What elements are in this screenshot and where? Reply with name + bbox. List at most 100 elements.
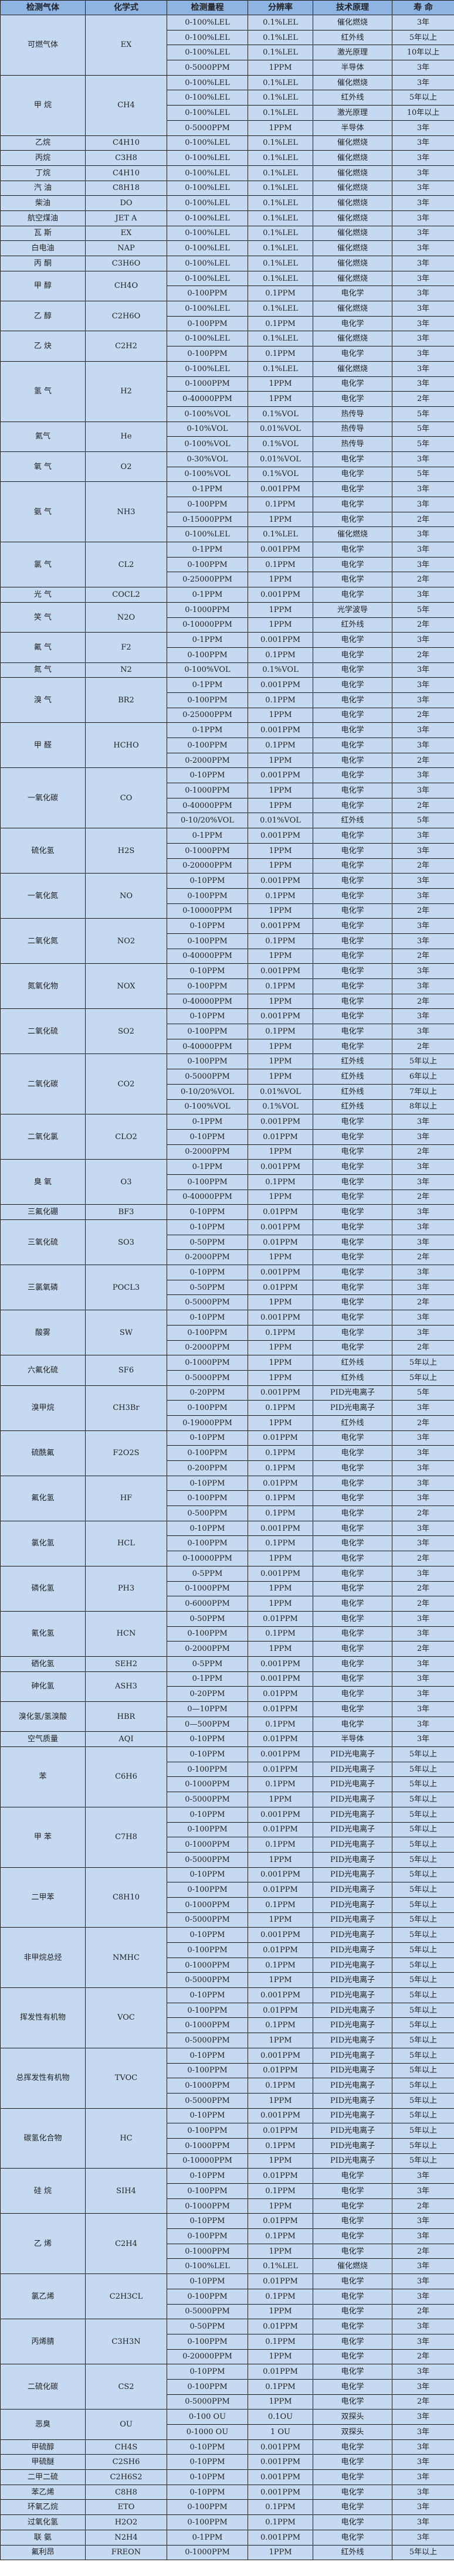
principle-cell: PID光电离子 xyxy=(313,2108,392,2124)
resolution-cell: 0.01PPM xyxy=(248,2168,313,2184)
lifespan-cell: 3年 xyxy=(392,662,454,678)
range-cell: 0-1000PPM xyxy=(167,2544,248,2561)
resolution-cell: 0.1PPM xyxy=(248,2288,313,2305)
principle-cell: 热传导 xyxy=(313,421,392,437)
resolution-cell: 1PPM xyxy=(248,2544,313,2561)
resolution-cell: 1PPM xyxy=(248,1069,313,1085)
range-cell: 0-1000PPM xyxy=(167,2017,248,2034)
range-cell: 0-5000PPM xyxy=(167,1972,248,1989)
formula-cell: CH4 xyxy=(85,74,167,136)
lifespan-cell: 3年 xyxy=(392,1610,454,1627)
range-cell: 0-100%LEL xyxy=(167,301,248,317)
formula-cell: CH4S xyxy=(85,2439,167,2455)
resolution-cell: 0.001PPM xyxy=(248,542,313,558)
resolution-cell: 0.1PPM xyxy=(248,978,313,994)
resolution-cell: 1PPM xyxy=(248,1189,313,1205)
header-row: 检测气体 化学式 检测量程 分辨率 技术原理 寿 命 xyxy=(0,0,454,15)
resolution-cell: 1PPM xyxy=(248,752,313,769)
lifespan-cell: 5年以上 xyxy=(392,2108,454,2124)
gas-name-cell: 氮 气 xyxy=(0,662,86,678)
principle-cell: 激光原理 xyxy=(313,45,392,61)
resolution-cell: 1PPM xyxy=(248,2033,313,2048)
resolution-cell: 0.01%VOL xyxy=(248,451,313,467)
principle-cell: 红外线 xyxy=(313,1415,392,1431)
range-cell: 0-100%LEL xyxy=(167,361,248,377)
gas-name-cell: 磷化氢 xyxy=(0,1565,86,1612)
lifespan-cell: 5年以上 xyxy=(392,1355,454,1371)
table-row: 二甲二硫 C2H6S2 0-10PPM 0.001PPM 电化学 3年 xyxy=(0,2469,454,2485)
range-cell: 0-5000PPM xyxy=(167,1069,248,1085)
principle-cell: 红外线 xyxy=(313,2544,392,2561)
resolution-cell: 0.1PPM xyxy=(248,1716,313,1732)
range-cell: 0-5PPM xyxy=(167,1565,248,1582)
principle-cell: 电化学 xyxy=(313,1445,392,1461)
lifespan-cell: 3年 xyxy=(392,2454,454,2470)
formula-cell: HF xyxy=(85,1475,167,1521)
gas-name-cell: 甲 苯 xyxy=(0,1806,86,1868)
table-row: 氯 气 CL2 0-1PPM 0.001PPM 电化学 3年 xyxy=(0,542,454,588)
table-row: 砷化氢 ASH3 0-1PPM 0.001PPM 电化学 3年 xyxy=(0,1671,454,1702)
range-cell: 0-100%LEL xyxy=(167,180,248,196)
formula-cell: He xyxy=(85,421,167,452)
table-row: 0-1000PPM 0.1PPM PID光电离子 5年以上 xyxy=(1,2017,454,2034)
gas-name-cell: 瓦 斯 xyxy=(0,225,86,242)
lifespan-cell: 5年以上 xyxy=(392,1882,454,1898)
table-row: 0-1000PPM 1PPM 电化学 3年 xyxy=(1,376,454,392)
table-row: 0-100%LEL 0.1%LEL 红外线 5年以上 xyxy=(1,29,454,46)
lifespan-cell: 2年 xyxy=(392,993,454,1010)
principle-cell: 红外线 xyxy=(313,1083,392,1100)
range-cell: 0-100%LEL xyxy=(167,240,248,256)
resolution-cell: 0.1%LEL xyxy=(248,29,313,46)
resolution-cell: 0.1%VOL xyxy=(248,436,313,452)
lifespan-cell: 3年 xyxy=(392,346,454,362)
formula-cell: SO2 xyxy=(85,1008,167,1055)
principle-cell: 电化学 xyxy=(313,286,392,302)
header-range: 检测量程 xyxy=(167,0,248,15)
range-cell: 0-1PPM xyxy=(167,542,248,558)
lifespan-cell: 2年 xyxy=(392,617,454,633)
principle-cell: 催化燃烧 xyxy=(313,270,392,287)
lifespan-cell: 3年 xyxy=(392,873,454,889)
formula-cell: HCL xyxy=(85,1520,167,1566)
formula-cell: COCL2 xyxy=(85,587,167,603)
principle-cell: 电化学 xyxy=(313,948,392,964)
resolution-cell: 0.1%VOL xyxy=(248,662,313,678)
principle-cell: PID光电离子 xyxy=(313,2123,392,2139)
principle-cell: 电化学 xyxy=(313,1234,392,1250)
range-cell: 0-10PPM xyxy=(167,1430,248,1446)
gas-name-cell: 二氧化碳 xyxy=(0,1053,86,1115)
lifespan-cell: 7年以上 xyxy=(392,1083,454,1100)
table-row: 0-100PPM 0.1PPM 电化学 3年 xyxy=(1,346,454,362)
lifespan-cell: 2年 xyxy=(392,2243,454,2259)
resolution-cell: 0.001PPM xyxy=(248,1927,313,1943)
principle-cell: 电化学 xyxy=(313,842,392,859)
principle-cell: 电化学 xyxy=(313,978,392,994)
resolution-cell: 0.1PPM xyxy=(248,1897,313,1913)
resolution-cell: 0.1%LEL xyxy=(248,2258,313,2275)
table-row: 丙烯腈 C3H3N 0-50PPM 0.01PPM 电化学 3年 xyxy=(0,2319,454,2365)
formula-cell: C2H2 xyxy=(85,331,167,362)
principle-cell: 电化学 xyxy=(313,2484,392,2500)
range-cell: 0-20PPM xyxy=(167,1686,248,1702)
range-cell: 0-100PPM xyxy=(167,2499,248,2516)
principle-cell: 电化学 xyxy=(313,1144,392,1160)
range-cell: 0-10PPM xyxy=(167,1129,248,1145)
principle-cell: 电化学 xyxy=(313,315,392,332)
principle-cell: 电化学 xyxy=(313,692,392,708)
gas-name-cell: 溴 气 xyxy=(0,677,86,723)
table-row: 0-100PPM 0.1PPM 电化学 3年 xyxy=(1,1626,454,1642)
range-cell: 0-100%LEL xyxy=(167,2258,248,2275)
principle-cell: 电化学 xyxy=(313,2273,392,2289)
gas-name-cell: 苯乙烯 xyxy=(0,2484,86,2500)
table-row: 丙 酮 C3H6O 0-100%LEL 0.1%LEL 催化燃烧 3年 xyxy=(0,256,454,271)
principle-cell: PID光电离子 xyxy=(313,1400,392,1416)
gas-name-cell: 乙 炔 xyxy=(0,331,86,362)
formula-cell: CLO2 xyxy=(85,1114,167,1160)
table-row: 0-100PPM 0.1PPM 电化学 3年 xyxy=(1,1490,454,1507)
formula-cell: H2S xyxy=(85,828,167,874)
resolution-cell: 1PPM xyxy=(248,1596,313,1612)
resolution-cell: 1PPM xyxy=(248,1972,313,1989)
range-cell: 0-100%LEL xyxy=(167,15,248,30)
lifespan-cell: 2年 xyxy=(392,903,454,919)
principle-cell: PID光电离子 xyxy=(313,1761,392,1778)
